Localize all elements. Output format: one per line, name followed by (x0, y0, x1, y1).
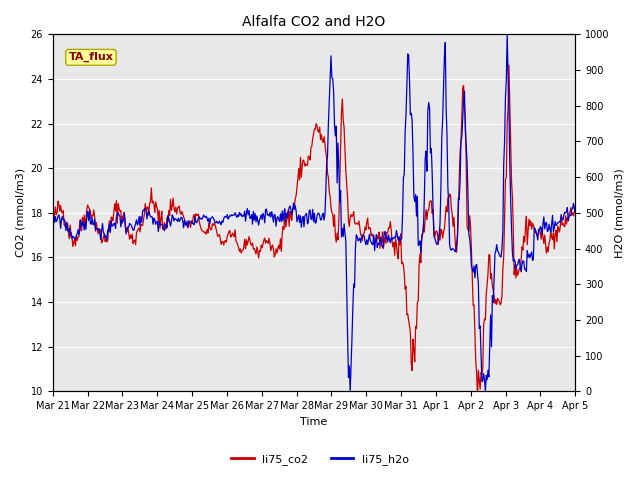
Title: Alfalfa CO2 and H2O: Alfalfa CO2 and H2O (243, 15, 386, 29)
li75_h2o (572, 210, 579, 216)
li75_co2 (474, 395, 481, 400)
li75_h2o (443, 132, 451, 138)
li75_co2 (141, 201, 149, 206)
li75_co2 (357, 232, 365, 238)
Line: li75_co2: li75_co2 (52, 65, 575, 397)
li75_co2 (285, 223, 293, 229)
li75_co2 (442, 204, 450, 210)
Y-axis label: CO2 (mmol/m3): CO2 (mmol/m3) (15, 168, 25, 257)
li75_h2o (141, 206, 149, 212)
li75_co2 (505, 62, 513, 68)
li75_co2 (572, 204, 579, 210)
Line: li75_h2o: li75_h2o (52, 35, 575, 391)
li75_h2o (183, 218, 191, 224)
Legend: li75_co2, li75_h2o: li75_co2, li75_h2o (227, 450, 413, 469)
li75_h2o (503, 32, 511, 37)
li75_co2 (49, 218, 56, 224)
li75_h2o (285, 205, 293, 211)
li75_h2o (399, 213, 406, 218)
Y-axis label: H2O (mmol/m3): H2O (mmol/m3) (615, 168, 625, 258)
li75_h2o (346, 388, 354, 394)
li75_h2o (49, 225, 56, 230)
X-axis label: Time: Time (300, 417, 328, 427)
Text: TA_flux: TA_flux (68, 52, 113, 62)
li75_co2 (398, 261, 406, 266)
li75_co2 (183, 222, 191, 228)
li75_h2o (358, 235, 365, 241)
